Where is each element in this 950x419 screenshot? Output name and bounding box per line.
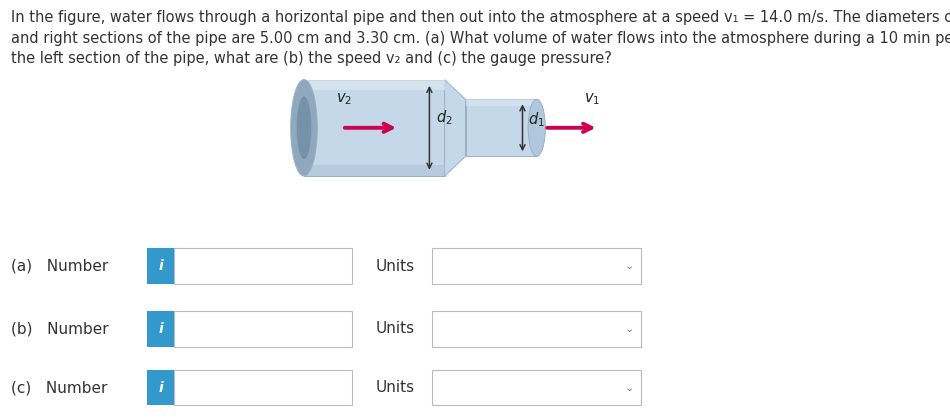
- FancyBboxPatch shape: [432, 311, 641, 347]
- Text: ⌄: ⌄: [625, 324, 635, 334]
- Ellipse shape: [528, 99, 545, 156]
- Polygon shape: [445, 80, 466, 176]
- FancyBboxPatch shape: [147, 311, 174, 347]
- Text: ⌄: ⌄: [625, 383, 635, 393]
- Text: (a)   Number: (a) Number: [11, 259, 108, 274]
- FancyBboxPatch shape: [432, 370, 641, 406]
- Text: Units: Units: [375, 380, 414, 395]
- FancyBboxPatch shape: [432, 248, 641, 284]
- Text: Units: Units: [375, 259, 414, 274]
- Polygon shape: [466, 99, 537, 106]
- Ellipse shape: [296, 96, 312, 159]
- Text: (b)   Number: (b) Number: [11, 321, 109, 336]
- Text: $v_2$: $v_2$: [336, 91, 351, 107]
- Text: i: i: [158, 259, 163, 273]
- FancyBboxPatch shape: [174, 248, 352, 284]
- FancyBboxPatch shape: [174, 370, 352, 406]
- Polygon shape: [304, 166, 445, 176]
- Text: $d_1$: $d_1$: [528, 110, 545, 129]
- Polygon shape: [304, 80, 445, 90]
- Text: ⌄: ⌄: [625, 261, 635, 271]
- Ellipse shape: [291, 80, 317, 176]
- Text: i: i: [158, 322, 163, 336]
- Text: Units: Units: [375, 321, 414, 336]
- FancyBboxPatch shape: [147, 248, 174, 284]
- Text: In the figure, water flows through a horizontal pipe and then out into the atmos: In the figure, water flows through a hor…: [11, 10, 950, 66]
- FancyBboxPatch shape: [174, 311, 352, 347]
- Text: (c)   Number: (c) Number: [11, 380, 107, 395]
- Polygon shape: [466, 99, 537, 156]
- Text: $v_1$: $v_1$: [583, 91, 600, 107]
- Polygon shape: [304, 80, 445, 176]
- Text: i: i: [158, 380, 163, 395]
- FancyBboxPatch shape: [147, 370, 174, 406]
- Text: $d_2$: $d_2$: [436, 108, 453, 127]
